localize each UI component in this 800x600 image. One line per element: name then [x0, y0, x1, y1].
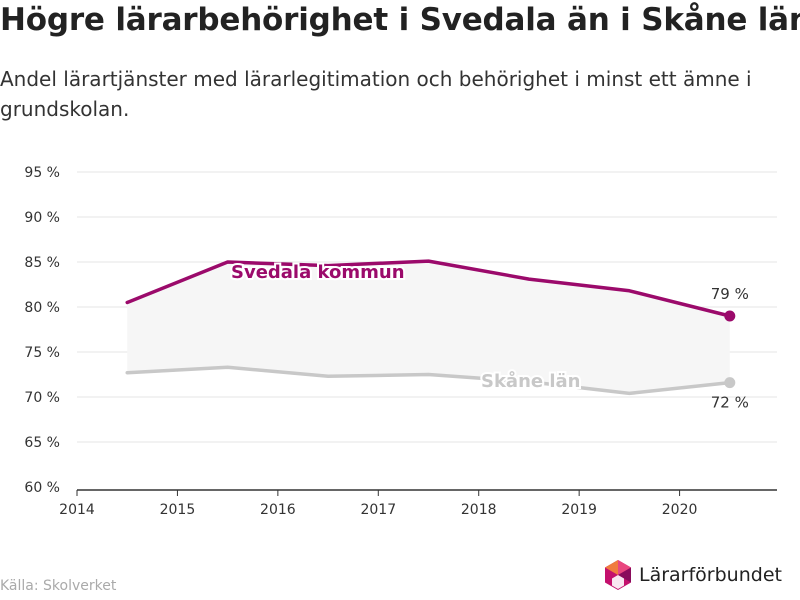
- chart-title: Högre lärarbehörighet i Svedala än i Skå…: [0, 2, 800, 38]
- y-tick-label: 85 %: [24, 255, 60, 271]
- y-tick-label: 70 %: [24, 390, 60, 406]
- y-tick-label: 75 %: [24, 345, 60, 361]
- svedala-end-marker: [724, 310, 736, 322]
- logo-icon: [605, 560, 631, 590]
- logo-text: Lärarförbundet: [639, 564, 782, 586]
- gap-area: [127, 261, 730, 394]
- x-tick-label: 2014: [59, 502, 95, 518]
- axis-layer: 60 % 65 % 70 % 75 % 80 % 85 % 90 % 95 % 2014 2015…: [24, 165, 777, 518]
- y-tick-label: 65 %: [24, 435, 60, 451]
- chart-subtitle: Andel lärartjänster med lärarlegitimatio…: [0, 67, 752, 121]
- x-tick-label: 2019: [561, 502, 597, 518]
- skane-line: [125, 365, 732, 396]
- source-note: Källa: Skolverket: [0, 578, 117, 594]
- svedala-series-label: Svedala kommun: [231, 262, 405, 283]
- x-tick-label: 2017: [360, 502, 396, 518]
- area-layer: [127, 261, 730, 394]
- y-tick-label: 60 %: [24, 480, 60, 496]
- svedala-line: [125, 259, 732, 318]
- y-tick-label: 80 %: [24, 300, 60, 316]
- x-tick-label: 2020: [662, 502, 698, 518]
- x-tick-label: 2018: [461, 502, 497, 518]
- y-tick-label: 90 %: [24, 210, 60, 226]
- label-layer: 79 % 72 % Svedala kommun Skåne län: [229, 260, 749, 412]
- skane-end-marker: [724, 377, 736, 389]
- y-tick-label: 95 %: [24, 165, 60, 181]
- svedala-end-label: 79 %: [711, 285, 749, 303]
- x-tick-label: 2015: [160, 502, 196, 518]
- skane-series-label: Skåne län: [481, 370, 581, 392]
- x-tick-label: 2016: [260, 502, 296, 518]
- skane-end-label: 72 %: [711, 394, 749, 412]
- series-layer: [125, 259, 736, 396]
- brand-logo: Lärarförbundet: [603, 558, 782, 592]
